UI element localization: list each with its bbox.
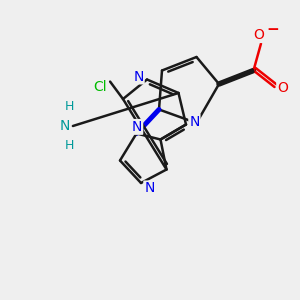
Text: H: H [64, 100, 74, 113]
Text: O: O [253, 28, 264, 42]
Text: N: N [134, 70, 144, 83]
Text: H: H [64, 139, 74, 152]
Text: Cl: Cl [94, 80, 107, 94]
Text: N: N [144, 182, 154, 195]
Text: O: O [277, 82, 288, 95]
Text: N: N [59, 119, 70, 133]
Polygon shape [219, 69, 254, 84]
Text: N: N [132, 120, 142, 134]
Text: N: N [189, 115, 200, 128]
Text: −: − [266, 22, 279, 37]
